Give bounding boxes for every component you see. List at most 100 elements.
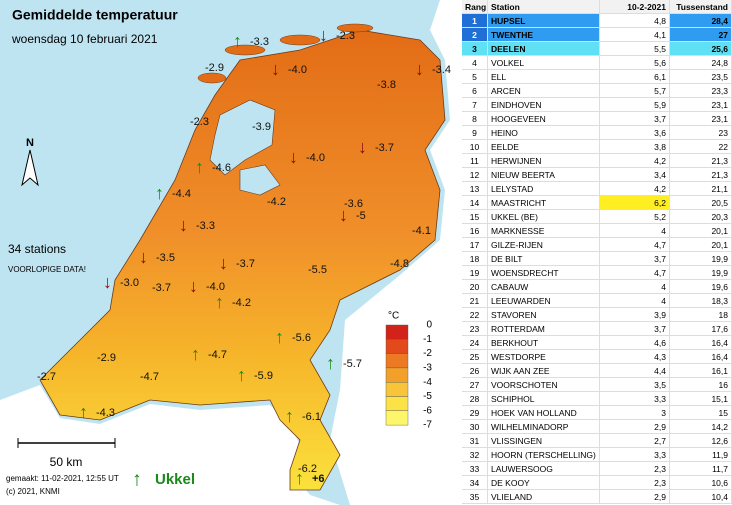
island <box>224 44 266 56</box>
rank: 5 <box>462 70 488 83</box>
day-value: 3 <box>600 406 670 419</box>
day-value: 3,7 <box>600 322 670 335</box>
ukkel-arrow: ↑ <box>132 468 142 490</box>
total: 15 <box>670 406 732 419</box>
total: 19,9 <box>670 252 732 265</box>
netherlands <box>39 29 446 491</box>
arrow-up: ↑ <box>215 292 224 312</box>
station-label: -2.7 <box>37 371 56 383</box>
total: 16,4 <box>670 350 732 363</box>
day-value: 4 <box>600 294 670 307</box>
table-row: 30 WILHELMINADORP 2,9 14,2 <box>462 420 732 434</box>
day-value: 3,9 <box>600 308 670 321</box>
table-row: 25 WESTDORPE 4,3 16,4 <box>462 350 732 364</box>
station-label: -2.9 <box>205 62 224 74</box>
rank: 29 <box>462 406 488 419</box>
station-label: -4.3 <box>96 407 115 419</box>
total: 12,6 <box>670 434 732 447</box>
station-label: -5.9 <box>254 370 273 382</box>
table-row: 3 DEELEN 5,5 25,6 <box>462 42 732 56</box>
rank: 26 <box>462 364 488 377</box>
legend-swatch <box>385 339 409 354</box>
arrow-up: ↑ <box>155 183 164 203</box>
total: 21,3 <box>670 168 732 181</box>
total: 19,6 <box>670 280 732 293</box>
rank: 12 <box>462 168 488 181</box>
rank: 21 <box>462 294 488 307</box>
station-label: -4.2 <box>267 196 286 208</box>
station: VLISSINGEN <box>488 434 600 447</box>
table-row: 7 EINDHOVEN 5,9 23,1 <box>462 98 732 112</box>
total: 22 <box>670 140 732 153</box>
day-value: 3,7 <box>600 252 670 265</box>
station-label: -5.5 <box>308 264 327 276</box>
station-label: -4.1 <box>412 225 431 237</box>
day-value: 6,1 <box>600 70 670 83</box>
station: HEINO <box>488 126 600 139</box>
station-label: -4.7 <box>140 371 159 383</box>
arrow-down: ↓ <box>339 205 348 225</box>
total: 19,9 <box>670 266 732 279</box>
table-row: 29 HOEK VAN HOLLAND 3 15 <box>462 406 732 420</box>
header-cell: Rang <box>462 0 488 13</box>
legend-label: -6 <box>423 405 432 416</box>
station: LEEUWARDEN <box>488 294 600 307</box>
arrow-down: ↓ <box>358 137 367 157</box>
arrow-up: ↑ <box>191 344 200 364</box>
table-header: Rang Station 10-2-2021 Tussenstand <box>462 0 732 14</box>
legend-swatch <box>385 382 409 397</box>
station: BERKHOUT <box>488 336 600 349</box>
rank: 32 <box>462 448 488 461</box>
arrow-down: ↓ <box>319 25 328 45</box>
station: HOEK VAN HOLLAND <box>488 406 600 419</box>
total: 23,3 <box>670 84 732 97</box>
rank: 14 <box>462 196 488 209</box>
station: VOORSCHOTEN <box>488 378 600 391</box>
day-value: 4,4 <box>600 364 670 377</box>
rank: 30 <box>462 420 488 433</box>
station-label: -5 <box>356 210 366 222</box>
total: 16,4 <box>670 336 732 349</box>
table-row: 34 DE KOOY 2,3 10,6 <box>462 476 732 490</box>
station: NIEUW BEERTA <box>488 168 600 181</box>
station: ARCEN <box>488 84 600 97</box>
provisional-note: VOORLOPIGE DATA! <box>8 265 86 274</box>
ukkel-label: Ukkel <box>155 471 195 488</box>
day-value: 3,3 <box>600 448 670 461</box>
total: 21,3 <box>670 154 732 167</box>
legend-label: 0 <box>426 320 432 331</box>
table-row: 16 MARKNESSE 4 20,1 <box>462 224 732 238</box>
day-value: 3,7 <box>600 112 670 125</box>
map: Gemiddelde temperatuur woensdag 10 febru… <box>0 0 462 505</box>
table-row: 19 WOENSDRECHT 4,7 19,9 <box>462 266 732 280</box>
station-label: -6.1 <box>302 411 321 423</box>
day-value: 5,5 <box>600 42 670 55</box>
rank: 15 <box>462 210 488 223</box>
rank: 22 <box>462 308 488 321</box>
station-label: -3.3 <box>250 36 269 48</box>
station: LAUWERSOOG <box>488 462 600 475</box>
rank: 10 <box>462 140 488 153</box>
arrow-up: ↑ <box>233 31 242 51</box>
legend-swatch <box>385 396 409 412</box>
total: 17,6 <box>670 322 732 335</box>
station: CABAUW <box>488 280 600 293</box>
station: HUPSEL <box>488 14 600 27</box>
island <box>279 34 321 46</box>
day-value: 4,7 <box>600 238 670 251</box>
total: 10,4 <box>670 490 732 503</box>
station-label: -5.7 <box>343 358 362 370</box>
table-row: 32 HOORN (TERSCHELLING) 3,3 11,9 <box>462 448 732 462</box>
total: 11,7 <box>670 462 732 475</box>
station: MAASTRICHT <box>488 196 600 209</box>
rank: 31 <box>462 434 488 447</box>
rank: 2 <box>462 28 488 41</box>
station-label: -5.6 <box>292 332 311 344</box>
rank: 16 <box>462 224 488 237</box>
total: 20,5 <box>670 196 732 209</box>
table-row: 10 EELDE 3,8 22 <box>462 140 732 154</box>
island <box>336 23 374 33</box>
title: Gemiddelde temperatuur <box>12 7 178 23</box>
arrow-down: ↓ <box>179 215 188 235</box>
